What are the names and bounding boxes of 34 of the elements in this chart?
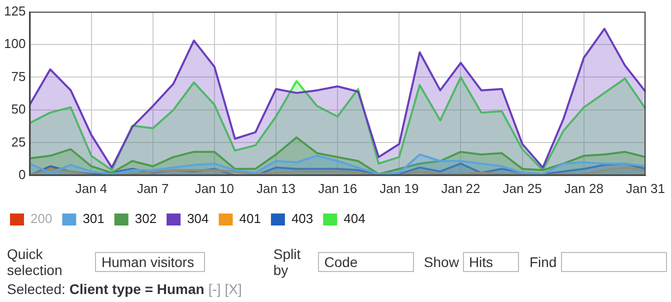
- x-tick-label: Jan 19: [380, 180, 419, 196]
- y-tick-label: 75: [11, 68, 26, 84]
- legend-label: 404: [344, 211, 366, 226]
- text-field: Human visitors: [95, 252, 206, 272]
- text: [X]: [224, 281, 242, 297]
- x-tick-label: Jan 10: [194, 180, 234, 196]
- x-tick-label: Jan 16: [318, 180, 358, 196]
- x-tick-label: Jan 7: [136, 180, 169, 196]
- legend-label: 401: [239, 211, 261, 226]
- text-field: Hits: [462, 252, 520, 272]
- text-field: Code: [318, 252, 414, 272]
- legend-label: 403: [291, 211, 314, 226]
- text: Quick selection: [7, 246, 64, 278]
- y-tick-label: 50: [11, 102, 26, 117]
- y-tick-label: 0: [18, 166, 26, 182]
- text: [-]: [208, 281, 221, 297]
- y-tick-label: 100: [4, 36, 26, 52]
- text: Find: [529, 254, 557, 270]
- x-tick-label: Jan 22: [441, 180, 480, 196]
- text: Selected:: [7, 281, 66, 297]
- text: Split by: [273, 246, 302, 278]
- y-tick-label: 125: [4, 3, 26, 18]
- text: Client type = Human: [69, 281, 204, 297]
- legend-label: 302: [134, 211, 157, 226]
- x-tick-label: Jan 25: [502, 180, 542, 196]
- x-tick-label: Jan 28: [564, 180, 604, 196]
- x-tick-label: Jan 13: [256, 180, 296, 196]
- legend-label: 301: [82, 211, 104, 226]
- legend-label: 200: [30, 211, 52, 226]
- text: Show: [424, 254, 459, 270]
- x-tick-label: Jan 4: [75, 180, 108, 196]
- x-tick-label: Jan 31: [626, 180, 666, 196]
- legend-label: 304: [187, 211, 209, 226]
- y-tick-label: 25: [11, 134, 26, 150]
